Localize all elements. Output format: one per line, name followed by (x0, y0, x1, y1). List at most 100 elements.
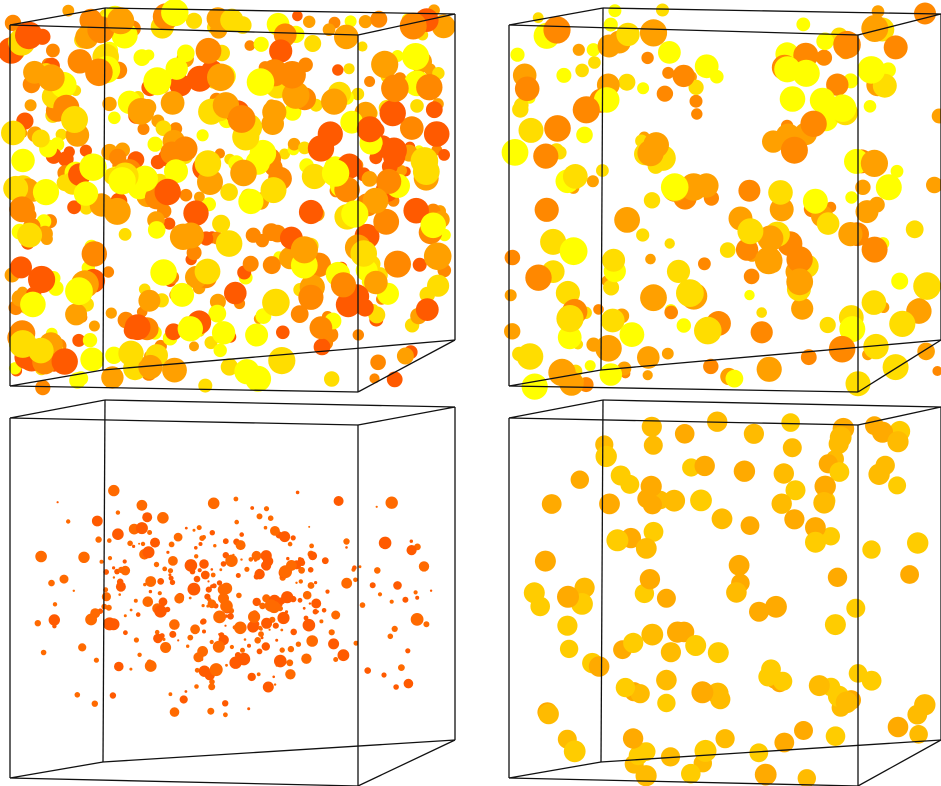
particle (209, 679, 215, 685)
particle (504, 323, 521, 340)
particle (514, 76, 540, 102)
particle (781, 413, 800, 432)
particle (1, 120, 26, 146)
particle (402, 596, 409, 603)
particle (108, 111, 121, 125)
particle (81, 241, 108, 267)
particle (637, 346, 660, 369)
particle (279, 647, 285, 653)
particle (882, 354, 909, 381)
particle (557, 325, 582, 350)
particle (114, 661, 124, 672)
particle (403, 197, 430, 224)
particle (157, 591, 162, 596)
particle (423, 242, 452, 271)
particle (245, 323, 269, 347)
particle (642, 370, 653, 381)
particle (575, 63, 589, 78)
particle (311, 598, 322, 609)
particle (357, 41, 368, 52)
particle (364, 270, 388, 295)
particle (861, 290, 887, 315)
particle (504, 289, 517, 302)
particle (743, 423, 765, 444)
particle (261, 617, 273, 629)
particle (406, 545, 417, 556)
particle (645, 253, 656, 265)
particle (56, 501, 59, 504)
particle (557, 585, 579, 608)
particle (219, 568, 223, 572)
particle (833, 30, 861, 59)
particle (341, 200, 369, 228)
box-edge (9, 761, 104, 779)
box-edge (9, 369, 104, 387)
particle (120, 565, 131, 576)
particle (272, 622, 279, 629)
particle (871, 421, 894, 443)
particle (107, 7, 135, 35)
particle (123, 630, 128, 636)
particle (253, 36, 269, 52)
particle (761, 659, 781, 680)
particle (107, 538, 112, 543)
particle (140, 541, 146, 547)
particle (194, 546, 198, 550)
particle (588, 656, 610, 677)
particle (719, 242, 736, 258)
particle (225, 554, 238, 567)
particle (664, 238, 675, 249)
particle (78, 551, 90, 563)
box-edge (857, 739, 941, 786)
particle (785, 480, 806, 501)
particle (165, 57, 188, 80)
particle (202, 629, 206, 634)
particle (321, 159, 350, 187)
particle (259, 602, 266, 610)
particle (170, 282, 195, 307)
particle (136, 499, 148, 511)
particle (200, 570, 210, 580)
particle (238, 188, 264, 215)
particle (805, 531, 826, 553)
particle (308, 602, 312, 605)
particle (79, 144, 92, 157)
particle (153, 561, 160, 568)
particle (292, 10, 303, 22)
particle (370, 354, 386, 371)
particle (250, 506, 255, 510)
particle (9, 196, 35, 223)
particle (290, 535, 296, 541)
particle (905, 220, 924, 239)
particle (144, 660, 157, 672)
particle (35, 550, 47, 563)
particle (643, 521, 664, 542)
particle (691, 681, 714, 704)
particle (243, 638, 247, 641)
particle (816, 212, 840, 235)
particle (14, 21, 43, 50)
particle (749, 743, 769, 763)
particle (112, 576, 116, 579)
particle (887, 716, 909, 738)
particle (815, 49, 833, 66)
particle (871, 5, 885, 18)
particle (595, 445, 617, 468)
particle (65, 277, 93, 306)
particle (641, 623, 664, 646)
particle (103, 617, 117, 631)
particle (31, 129, 50, 148)
particle (209, 663, 223, 677)
particle (889, 310, 916, 337)
particle (222, 700, 229, 707)
particle (309, 543, 314, 549)
particle (523, 582, 545, 604)
particle (234, 621, 247, 635)
particle (298, 284, 324, 310)
particle (857, 56, 886, 84)
particle (332, 64, 344, 76)
particle (147, 530, 153, 535)
particle (688, 79, 704, 95)
particle (205, 586, 212, 593)
particle (270, 526, 280, 536)
